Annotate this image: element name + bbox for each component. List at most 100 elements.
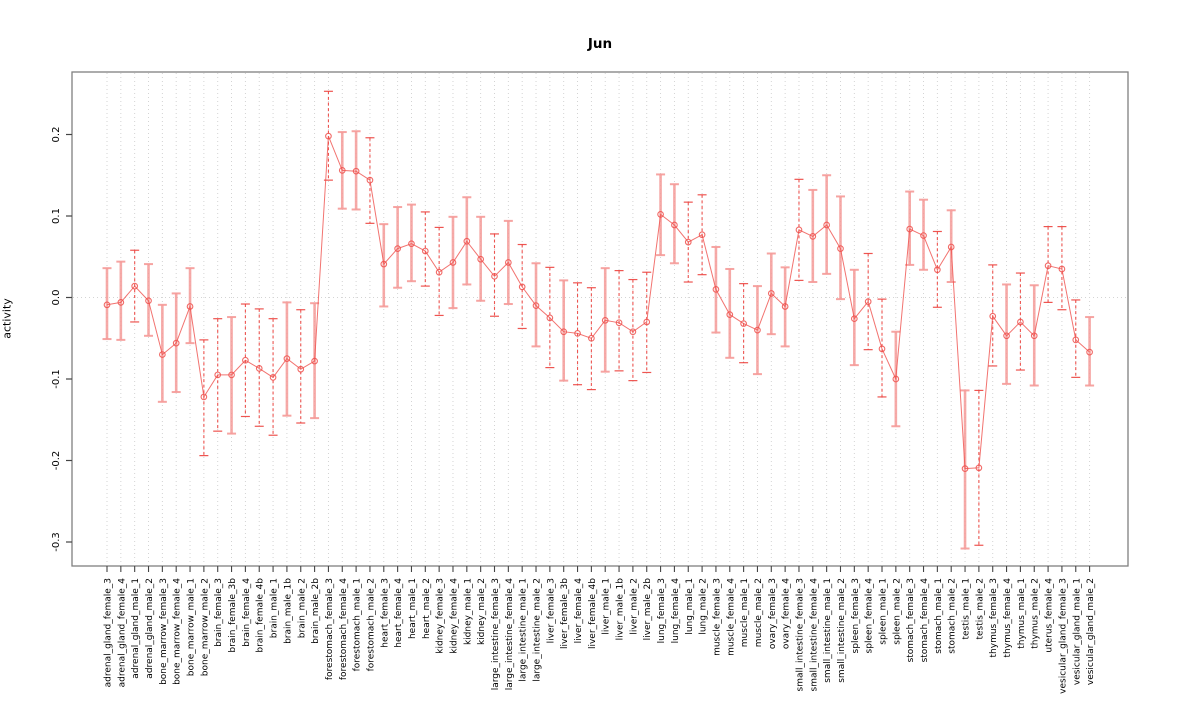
x-axis: adrenal_gland_female_3 adrenal_gland_fema… <box>104 566 1096 694</box>
x-tick-label: lung_male_1 <box>685 578 695 635</box>
x-tick-label: thymus_female_4 <box>1003 578 1013 658</box>
x-tick-label: liver_male_2b <box>643 578 653 641</box>
data-point <box>228 371 235 379</box>
grid-lines <box>106 73 1091 565</box>
data-point <box>588 334 595 342</box>
x-tick-label: forestomach_male_2 <box>366 578 376 671</box>
x-tick-label: small_intestine_female_4 <box>809 578 819 692</box>
x-tick-label: vesicular_gland_male_2 <box>1086 578 1096 685</box>
data-point <box>947 243 955 251</box>
error-bars <box>102 90 1095 550</box>
y-tick-label: 0.1 <box>51 208 62 224</box>
x-tick-label: spleen_male_1 <box>879 578 889 645</box>
x-tick-label: liver_female_3b <box>560 578 570 649</box>
data-point <box>684 238 692 246</box>
x-tick-label: spleen_female_3 <box>851 578 861 653</box>
y-tick-label: -0.2 <box>51 451 62 471</box>
error-bar <box>434 226 444 317</box>
y-axis-title: activity <box>0 298 14 339</box>
data-point <box>504 259 512 266</box>
data-point <box>131 282 139 290</box>
data-point <box>920 232 927 239</box>
x-tick-label: kidney_male_1 <box>463 578 473 645</box>
error-bar <box>1015 272 1025 371</box>
y-tick-label: -0.3 <box>51 532 62 552</box>
error-bar <box>351 130 361 211</box>
data-point <box>200 393 208 401</box>
data-point <box>449 259 457 266</box>
x-tick-label: thymus_male_2 <box>1031 578 1041 649</box>
x-tick-label: muscle_male_2 <box>754 578 764 647</box>
x-tick-label: lung_female_3 <box>657 578 667 643</box>
x-tick-label: thymus_female_3 <box>989 578 999 657</box>
data-point <box>781 303 789 310</box>
data-point <box>269 374 277 381</box>
error-bar <box>960 389 970 550</box>
error-bar <box>628 278 638 382</box>
x-tick-label: spleen_male_2 <box>892 578 902 645</box>
data-point <box>698 231 706 239</box>
x-tick-label: ovary_female_4 <box>782 578 792 649</box>
data-point <box>878 345 886 353</box>
x-tick-label: heart_male_2 <box>422 578 432 639</box>
x-tick-label: adrenal_gland_male_2 <box>145 578 155 679</box>
x-tick-label: bone_marrow_female_4 <box>173 578 183 685</box>
x-tick-label: brain_male_1 <box>270 578 280 638</box>
data-point <box>546 314 554 322</box>
x-tick-label: testis_male_1 <box>962 578 972 640</box>
error-bar <box>254 308 264 427</box>
error-bar <box>877 298 887 398</box>
data-point <box>975 464 983 472</box>
error-bar <box>642 271 652 374</box>
data-point <box>809 233 817 240</box>
data-point <box>145 297 152 305</box>
data-point <box>242 356 249 364</box>
x-tick-label: large_intestine_male_1 <box>519 578 529 682</box>
series-line <box>106 135 1090 470</box>
y-tick-label: 0.2 <box>51 127 62 143</box>
error-bar <box>725 267 735 359</box>
x-tick-label: testis_male_2 <box>975 578 985 640</box>
x-tick-label: large_intestine_male_2 <box>533 578 543 682</box>
x-tick-label: kidney_male_2 <box>477 578 487 645</box>
error-bar <box>1085 316 1095 387</box>
data-point <box>961 465 969 473</box>
data-point <box>1058 265 1066 273</box>
x-tick-label: brain_female_4b <box>256 578 266 653</box>
error-bar <box>420 211 430 287</box>
data-point <box>352 167 360 175</box>
x-tick-label: stomach_male_1 <box>934 578 944 654</box>
x-tick-label: muscle_female_3 <box>712 578 722 656</box>
x-tick-label: liver_male_2 <box>629 578 639 635</box>
x-tick-label: kidney_female_4 <box>449 578 459 654</box>
error-bar <box>1071 299 1081 378</box>
error-bar <box>974 389 984 546</box>
x-tick-label: uterus_female_4 <box>1045 578 1055 653</box>
data-point <box>740 320 747 327</box>
error-bar <box>1043 225 1053 303</box>
x-tick-label: brain_male_2b <box>311 578 321 644</box>
data-point <box>394 245 401 252</box>
y-tick-label: -0.1 <box>51 369 62 389</box>
error-bar <box>1057 225 1067 311</box>
data-point <box>380 260 388 268</box>
data-point <box>574 330 581 337</box>
error-bar <box>406 203 416 283</box>
data-point <box>629 328 637 336</box>
x-tick-label: bone_marrow_female_3 <box>159 578 169 685</box>
x-tick-label: liver_female_4b <box>588 578 598 649</box>
x-tick-label: large_intestine_female_3 <box>491 578 501 690</box>
data-point <box>892 375 900 383</box>
data-point <box>159 351 166 358</box>
data-point <box>643 318 651 326</box>
y-tick-label: 0.0 <box>51 290 62 306</box>
data-point <box>795 226 803 234</box>
error-bar <box>393 206 403 289</box>
data-point <box>214 371 222 379</box>
x-tick-label: stomach_female_4 <box>920 578 930 663</box>
data-point <box>297 365 305 373</box>
x-tick-label: liver_female_3 <box>546 578 556 643</box>
error-bar <box>932 230 942 308</box>
error-bar <box>559 279 569 382</box>
error-bar <box>614 270 624 372</box>
